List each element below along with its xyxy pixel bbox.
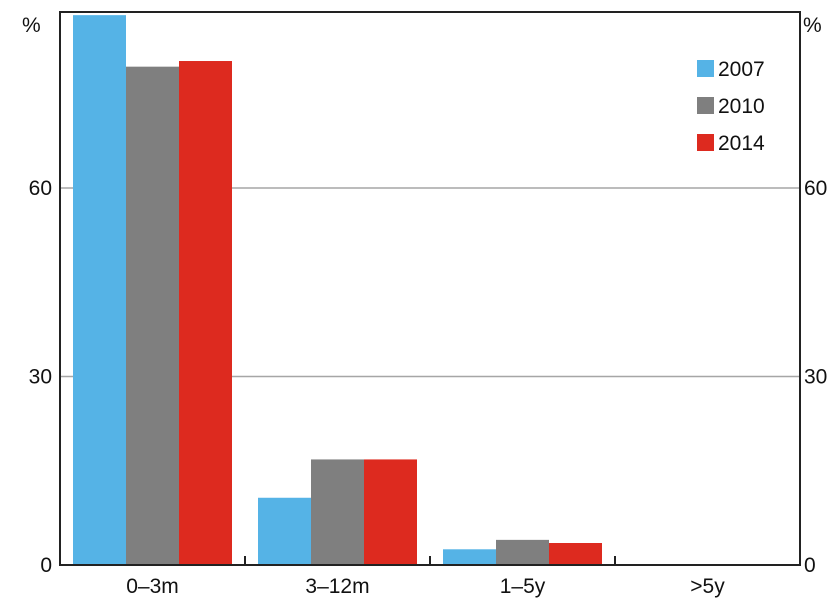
y-tick-label-left: 30 [29, 365, 52, 388]
y-tick-label-left: 0 [40, 554, 52, 577]
x-tick-label: 0–3m [126, 575, 179, 598]
legend: 2007 2010 2014 [697, 58, 765, 155]
y-ticks: 0 0 30 30 60 60 [29, 177, 828, 577]
bars [73, 15, 602, 566]
x-tick-label: 3–12m [305, 575, 369, 598]
legend-swatch-2007 [697, 60, 714, 77]
y-tick-label-left: 60 [29, 177, 52, 200]
bar-2014-2 [364, 459, 417, 565]
bar-2010-1 [126, 66, 179, 565]
bar-2007-2 [258, 497, 311, 565]
y-unit-left: % [22, 14, 41, 37]
legend-label-2014: 2014 [718, 132, 765, 155]
x-tick-label: >5y [690, 575, 725, 598]
legend-swatch-2010 [697, 97, 714, 114]
legend-label-2010: 2010 [718, 95, 765, 118]
bar-2014-3 [549, 543, 602, 565]
bar-2014-1 [179, 61, 232, 566]
legend-label-2007: 2007 [718, 58, 765, 81]
y-tick-label-right: 0 [804, 554, 816, 577]
bar-2007-3 [443, 549, 496, 565]
legend-swatch-2014 [697, 134, 714, 151]
x-ticks: 0–3m 3–12m 1–5y >5y [126, 556, 725, 598]
x-tick-label: 1–5y [500, 575, 546, 598]
y-tick-label-right: 60 [804, 177, 827, 200]
bar-2010-3 [496, 539, 549, 565]
y-unit-right: % [803, 14, 822, 37]
bar-2007-1 [73, 15, 126, 566]
bar-2010-2 [311, 459, 364, 565]
y-tick-label-right: 30 [804, 365, 827, 388]
